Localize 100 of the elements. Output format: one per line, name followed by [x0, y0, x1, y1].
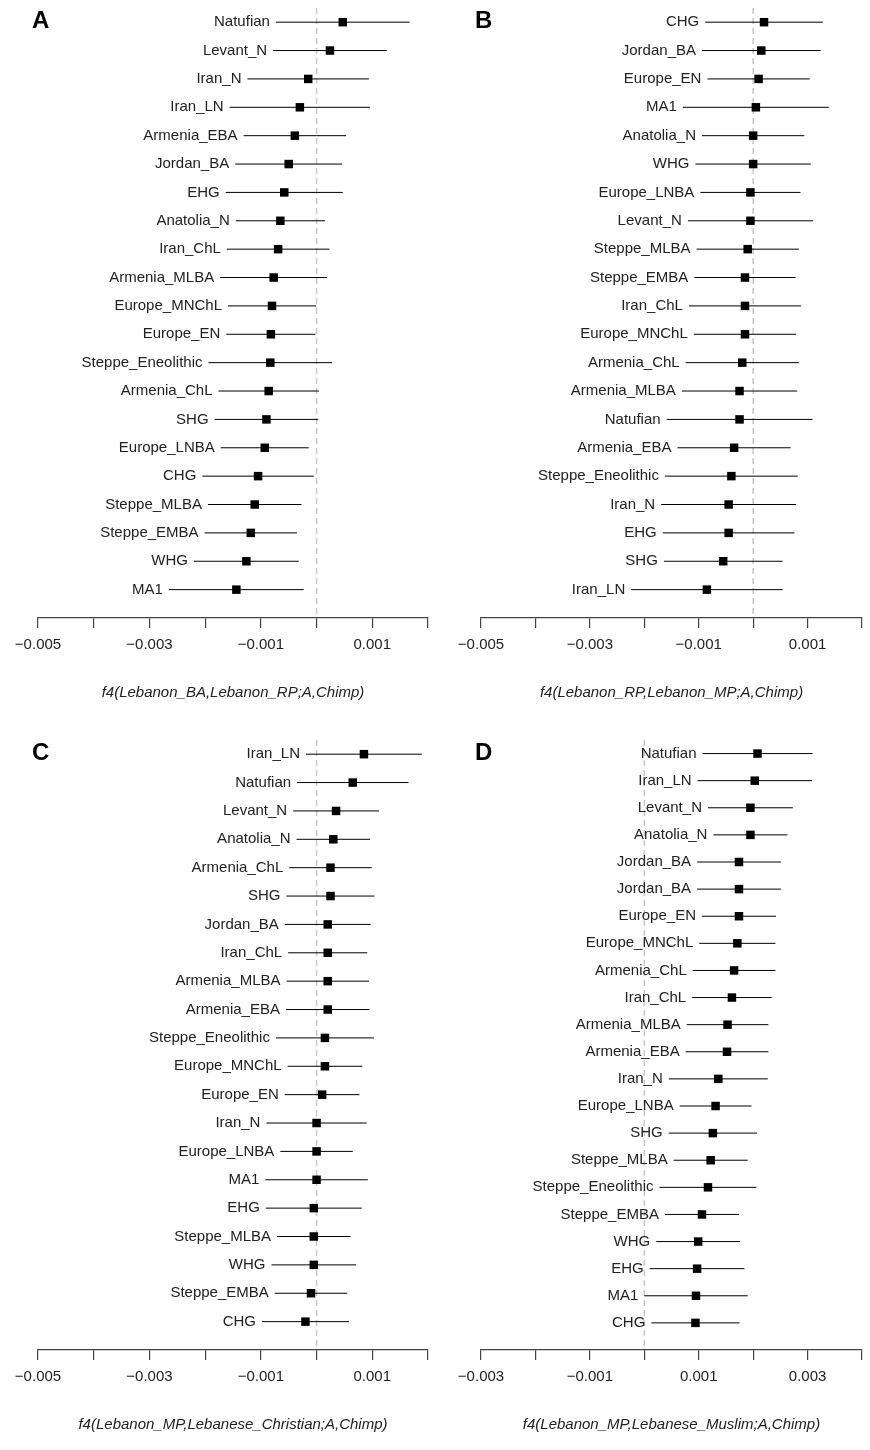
point	[693, 1237, 703, 1246]
y-tick-label: Anatolia_N	[217, 829, 291, 847]
point	[746, 188, 755, 197]
y-tick-label: Armenia_MLBA	[570, 381, 676, 399]
y-tick-label: Armenia_ChL	[191, 857, 284, 875]
point	[711, 1101, 720, 1111]
point	[727, 993, 737, 1002]
point	[312, 1147, 321, 1156]
x-tick-label: 0.001	[679, 1367, 718, 1385]
point	[317, 1090, 327, 1099]
y-tick-label: Natufian	[604, 409, 661, 427]
y-tick-label: Iran_N	[610, 494, 656, 512]
point	[309, 1232, 319, 1241]
point	[748, 131, 758, 140]
point	[724, 500, 733, 509]
point	[232, 585, 241, 594]
y-tick-label: WHG	[652, 154, 690, 172]
y-tick-label: Natufian	[235, 772, 292, 790]
y-tick-label: CHG	[665, 12, 700, 30]
point	[723, 1020, 732, 1029]
y-tick-label: EHG	[611, 1258, 644, 1276]
y-tick-label: Steppe_EMBA	[560, 1204, 659, 1222]
point	[242, 557, 251, 566]
point	[326, 863, 335, 872]
y-tick-label: Armenia_ChL	[120, 381, 213, 399]
point	[320, 1062, 330, 1071]
y-tick-label: Jordan_BA	[616, 879, 692, 897]
point	[714, 1074, 723, 1084]
y-tick-label: Levant_N	[617, 210, 682, 228]
y-tick-label: Armenia_EBA	[585, 1041, 680, 1059]
y-tick-label: Europe_LNBA	[178, 1141, 275, 1159]
y-tick-label: Levant_N	[222, 801, 288, 819]
y-tick-label: Jordan_BA	[616, 852, 692, 870]
point	[329, 835, 338, 844]
x-tick-label: −0.003	[457, 1367, 505, 1385]
y-tick-label: Steppe_Eneolithic	[148, 1028, 271, 1046]
point	[750, 776, 760, 785]
point	[323, 948, 332, 958]
y-tick-label: Steppe_Eneolithic	[81, 352, 203, 370]
point	[323, 976, 332, 986]
point	[284, 159, 293, 169]
y-tick-label: Jordan_BA	[204, 914, 279, 932]
y-tick-label: Anatolia_N	[622, 125, 696, 143]
y-tick-label: WHG	[613, 1231, 651, 1249]
y-tick-label: MA1	[646, 97, 677, 115]
y-tick-label: Iran_LN	[246, 744, 300, 762]
x-axis-title: f4(Lebanon_MP,Lebanese_Muslim;A,Chimp)	[522, 1415, 821, 1433]
y-tick-label: WHG	[228, 1255, 266, 1273]
y-tick-label: Europe_MNChL	[174, 1056, 282, 1074]
point	[740, 273, 750, 282]
x-tick-label: −0.003	[566, 635, 614, 653]
y-tick-label: Europe_EN	[623, 69, 702, 87]
y-tick-label: Armenia_MLBA	[175, 971, 281, 989]
y-tick-label: Jordan_BA	[155, 154, 230, 172]
x-tick-label: −0.005	[14, 1367, 62, 1385]
y-tick-label: Europe_MNChL	[580, 324, 688, 342]
point	[703, 1183, 713, 1192]
point	[301, 1317, 310, 1326]
x-tick-label: 0.001	[788, 635, 827, 653]
y-tick-label: Armenia_MLBA	[575, 1014, 681, 1032]
point	[751, 103, 761, 112]
y-tick-label: Iran_ChL	[621, 296, 683, 314]
y-tick-label: Iran_ChL	[624, 987, 687, 1005]
y-tick-label: MA1	[228, 1169, 260, 1187]
point	[295, 103, 305, 112]
y-tick-label: SHG	[630, 1123, 663, 1141]
y-tick-label: Steppe_EMBA	[589, 267, 689, 285]
y-tick-label: Steppe_MLBA	[593, 239, 691, 257]
y-tick-label: Armenia_EBA	[577, 437, 672, 455]
y-tick-label: Iran_LN	[638, 770, 692, 788]
y-tick-label: Steppe_Eneolithic	[538, 466, 660, 484]
point	[738, 358, 747, 367]
x-tick-label: −0.001	[237, 1367, 285, 1385]
x-tick-label: −0.005	[457, 635, 505, 653]
y-tick-label: Armenia_ChL	[587, 352, 680, 370]
point	[276, 216, 285, 226]
point	[754, 74, 763, 84]
y-tick-label: Europe_LNBA	[598, 182, 695, 200]
point	[312, 1118, 321, 1128]
chart-title: A	[32, 6, 50, 34]
x-tick-label: −0.001	[237, 635, 285, 653]
point	[733, 939, 742, 948]
point	[692, 1264, 702, 1273]
point	[753, 749, 762, 758]
point	[348, 778, 358, 787]
y-tick-label: EHG	[187, 182, 220, 200]
point	[266, 358, 275, 367]
y-tick-label: Europe_LNBA	[118, 437, 215, 455]
chart-title: C	[32, 738, 50, 766]
y-tick-label: CHG	[163, 466, 197, 484]
y-tick-label: Iran_N	[215, 1113, 261, 1131]
point	[280, 188, 289, 197]
y-tick-label: Armenia_EBA	[185, 999, 280, 1017]
point	[264, 386, 273, 396]
y-tick-label: MA1	[607, 1285, 639, 1303]
point	[702, 585, 712, 594]
y-tick-label: Armenia_MLBA	[109, 267, 215, 285]
point	[290, 131, 300, 140]
y-tick-label: Natufian	[640, 743, 697, 761]
y-tick-label: Steppe_Eneolithic	[532, 1177, 655, 1195]
